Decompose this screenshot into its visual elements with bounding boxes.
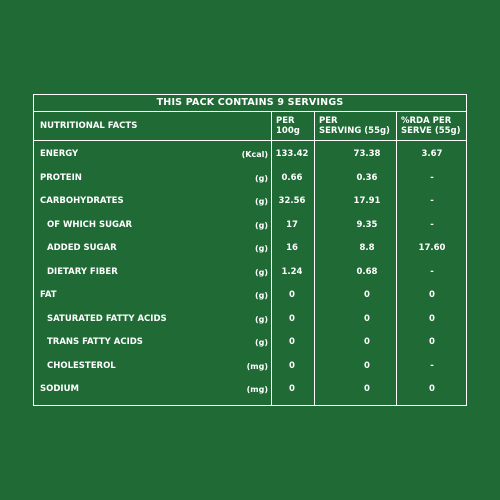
per-serving-value: 0 xyxy=(364,290,370,300)
table-row: FAT (g) 0 0 0 xyxy=(34,284,466,308)
nutrient-name: SATURATED FATTY ACIDS xyxy=(47,313,167,324)
per-serving-heading-line1: PER xyxy=(319,116,338,126)
rda-value: - xyxy=(430,360,434,371)
per-100g-value: 16 xyxy=(286,243,298,253)
nutritional-facts-heading: NUTRITIONAL FACTS xyxy=(40,121,138,131)
per-100g-value: 0 xyxy=(289,313,295,324)
nutrient-name: DIETARY FIBER xyxy=(47,266,118,277)
per-100g-value: 0 xyxy=(289,290,295,300)
rda-value: 0 xyxy=(429,313,435,324)
nutrient-unit: (g) xyxy=(254,244,268,253)
table-row: CARBOHYDRATES (g) 32.56 17.91 - xyxy=(34,190,466,214)
nutrient-name: OF WHICH SUGAR xyxy=(47,219,133,230)
per-100g-value: 17 xyxy=(286,219,298,230)
per-100g-value: 0 xyxy=(289,360,295,371)
per-serving-value: 17.91 xyxy=(353,196,381,206)
per-serving-heading: PER SERVING (55g) xyxy=(319,116,390,136)
nutrient-unit: (g) xyxy=(254,173,268,183)
table-row: OF WHICH SUGAR (g) 17 9.35 - xyxy=(34,214,466,238)
nutrient-unit: (Kcal) xyxy=(241,150,268,159)
table-header-row: NUTRITIONAL FACTS PER 100g PER SERVING (… xyxy=(34,112,466,141)
nutrient-name: CARBOHYDRATES xyxy=(40,196,124,206)
rda-value: 3.67 xyxy=(421,149,443,159)
table-row: PROTEIN (g) 0.66 0.36 - xyxy=(34,167,466,191)
rda-value: 0 xyxy=(429,337,435,347)
table-row: SODIUM (mg) 0 0 0 xyxy=(34,378,466,402)
table-row: DIETARY FIBER (g) 1.24 0.68 - xyxy=(34,261,466,285)
per-100g-heading: PER 100g xyxy=(276,116,300,136)
table-row: CHOLESTEROL (mg) 0 0 - xyxy=(34,355,466,379)
per-serving-value: 8.8 xyxy=(359,243,375,253)
rda-value: - xyxy=(430,266,434,277)
rda-heading-line2: SERVE (55g) xyxy=(401,126,461,136)
table-row: TRANS FATTY ACIDS (g) 0 0 0 xyxy=(34,331,466,355)
rda-heading-line1: %RDA PER xyxy=(401,116,452,126)
per-serving-value: 73.38 xyxy=(353,149,381,159)
rda-value: 0 xyxy=(429,290,435,300)
per-serving-value: 0 xyxy=(364,313,370,324)
nutrient-unit: (g) xyxy=(254,220,268,230)
per-100g-value: 133.42 xyxy=(275,149,309,159)
per-100g-value: 0 xyxy=(289,337,295,347)
column-divider xyxy=(271,112,272,405)
nutrient-name: ADDED SUGAR xyxy=(47,243,117,253)
nutrient-unit: (mg) xyxy=(246,361,268,371)
nutrient-unit: (mg) xyxy=(246,385,268,394)
servings-banner: THIS PACK CONTAINS 9 SERVINGS xyxy=(34,95,466,112)
nutrient-name: SODIUM xyxy=(40,384,79,394)
per-100g-heading-line1: PER xyxy=(276,116,295,126)
column-divider xyxy=(314,112,315,405)
nutrient-unit: (g) xyxy=(254,314,268,324)
per-serving-value: 0.36 xyxy=(356,172,378,183)
nutrient-name: CHOLESTEROL xyxy=(47,360,116,371)
column-divider xyxy=(396,112,397,405)
per-100g-value: 0 xyxy=(289,384,295,394)
per-100g-value: 0.66 xyxy=(281,172,303,183)
per-100g-value: 32.56 xyxy=(278,196,306,206)
per-serving-value: 0 xyxy=(364,360,370,371)
per-100g-heading-line2: 100g xyxy=(276,126,300,136)
per-serving-value: 9.35 xyxy=(356,219,378,230)
table-row: SATURATED FATTY ACIDS (g) 0 0 0 xyxy=(34,308,466,332)
per-serving-value: 0 xyxy=(364,384,370,394)
nutrient-name: TRANS FATTY ACIDS xyxy=(47,337,143,347)
nutrient-unit: (g) xyxy=(254,338,268,347)
nutrient-name: PROTEIN xyxy=(40,172,82,183)
rda-value: 0 xyxy=(429,384,435,394)
per-serving-value: 0 xyxy=(364,337,370,347)
nutrient-unit: (g) xyxy=(254,267,268,277)
nutrition-facts-panel: THIS PACK CONTAINS 9 SERVINGS NUTRITIONA… xyxy=(33,94,467,406)
table-row: ADDED SUGAR (g) 16 8.8 17.60 xyxy=(34,237,466,261)
rda-value: - xyxy=(430,196,434,206)
per-serving-heading-line2: SERVING (55g) xyxy=(319,126,390,136)
rda-value: 17.60 xyxy=(418,243,446,253)
nutrient-unit: (g) xyxy=(254,197,268,206)
rda-value: - xyxy=(430,219,434,230)
per-100g-value: 1.24 xyxy=(281,266,303,277)
per-serving-value: 0.68 xyxy=(356,266,378,277)
rda-value: - xyxy=(430,172,434,183)
nutrient-name: ENERGY xyxy=(40,149,79,159)
table-row: ENERGY (Kcal) 133.42 73.38 3.67 xyxy=(34,143,466,167)
nutrient-unit: (g) xyxy=(254,291,268,300)
rda-heading: %RDA PER SERVE (55g) xyxy=(401,116,461,136)
nutrient-name: FAT xyxy=(40,290,57,300)
